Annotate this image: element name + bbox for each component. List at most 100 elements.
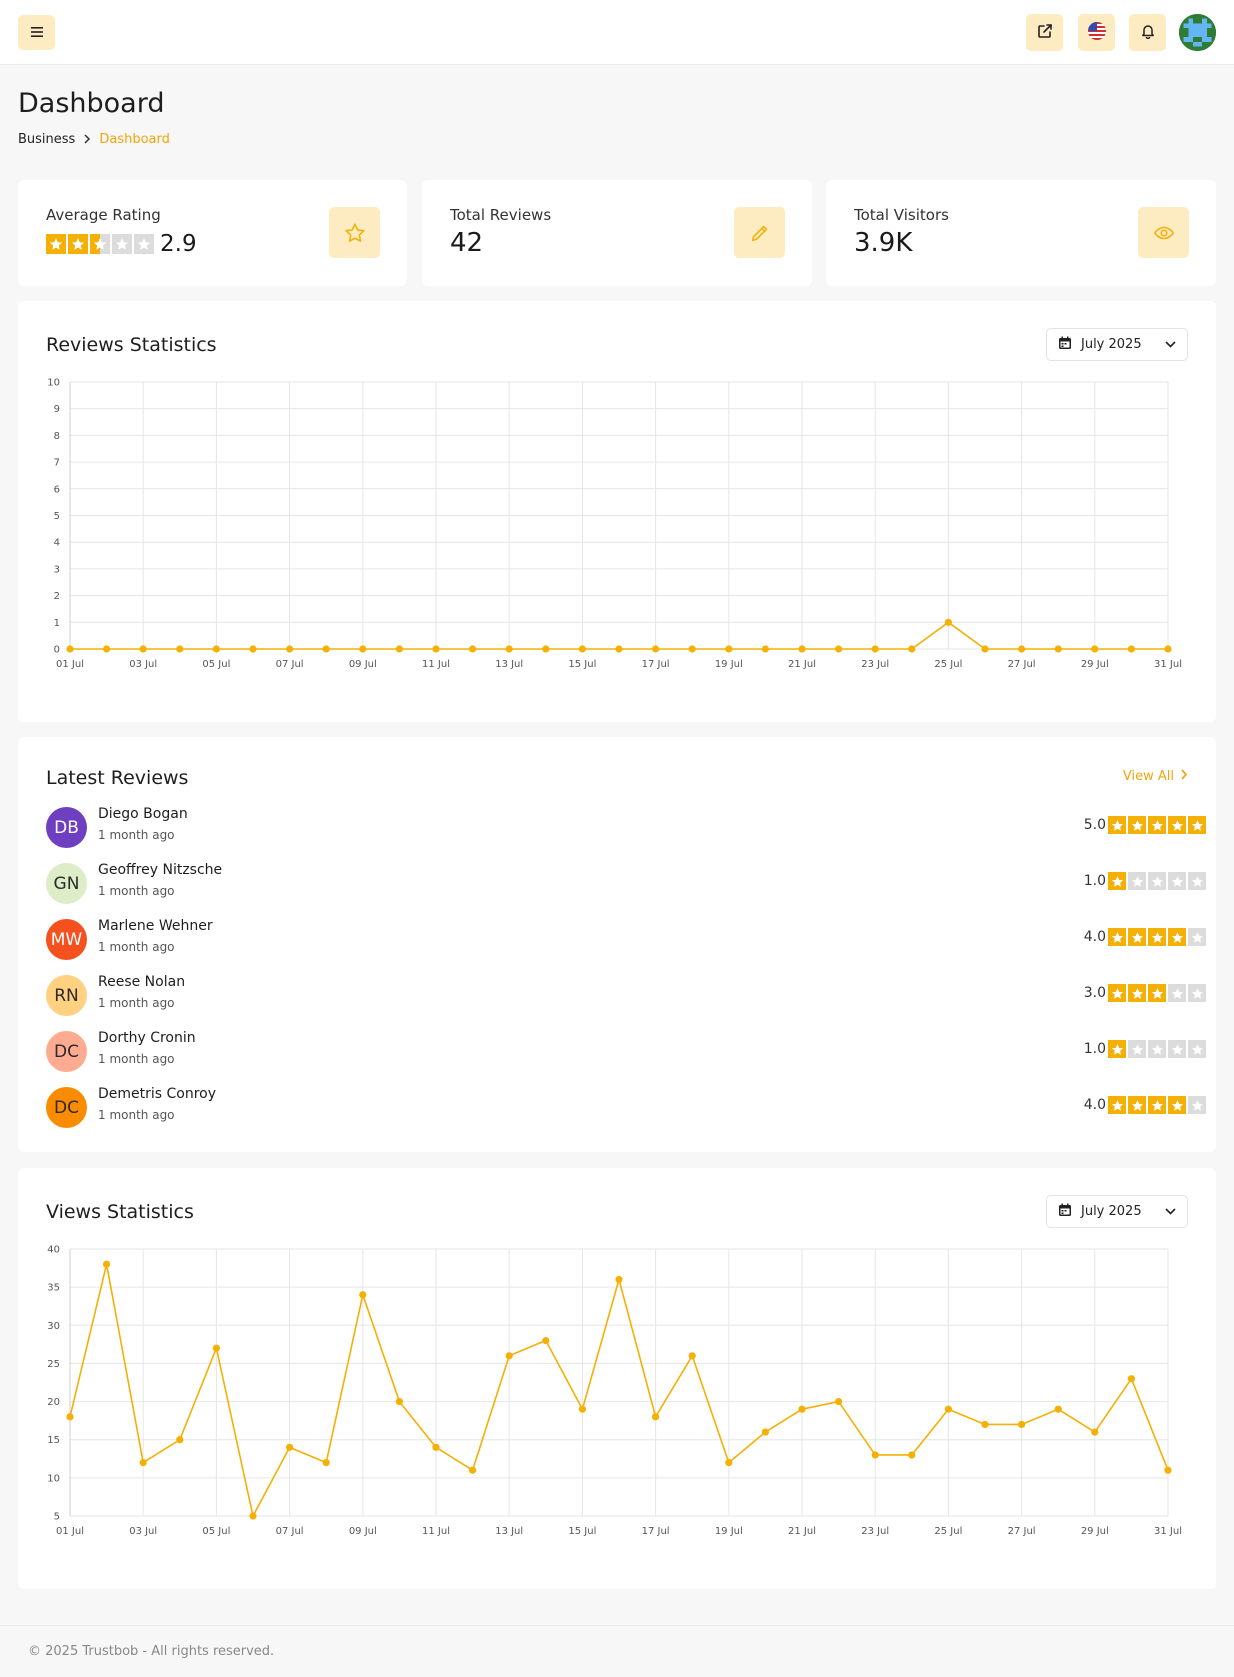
data-point[interactable]	[359, 645, 367, 653]
data-point[interactable]	[505, 645, 513, 653]
x-tick-label: 05 Jul	[202, 1526, 230, 1537]
data-point[interactable]	[1164, 1466, 1172, 1474]
star-empty-icon	[1168, 872, 1186, 890]
data-point[interactable]	[505, 1352, 513, 1360]
data-point[interactable]	[761, 1428, 770, 1436]
view-all-label: View All	[1122, 769, 1174, 784]
review-item[interactable]: DB Diego Bogan 1 month ago 5.0	[46, 805, 1206, 849]
data-point[interactable]	[835, 645, 843, 653]
data-point[interactable]	[395, 645, 403, 653]
data-point[interactable]	[432, 645, 440, 653]
star-icon	[1108, 872, 1126, 890]
data-point[interactable]	[176, 1436, 184, 1444]
star-empty-icon	[134, 234, 154, 254]
data-point[interactable]	[908, 1451, 916, 1459]
review-stars	[1108, 872, 1206, 890]
data-point[interactable]	[1127, 645, 1135, 653]
data-point[interactable]	[469, 645, 477, 653]
star-icon	[1188, 816, 1206, 834]
data-point[interactable]	[1127, 1375, 1135, 1383]
data-point[interactable]	[432, 1443, 440, 1451]
data-point[interactable]	[1054, 1405, 1062, 1413]
review-time: 1 month ago	[98, 828, 175, 842]
data-point[interactable]	[286, 645, 294, 653]
data-point[interactable]	[578, 645, 587, 653]
data-point[interactable]	[615, 645, 623, 653]
data-point[interactable]	[981, 645, 989, 653]
reviewer-name: Marlene Wehner	[98, 918, 213, 934]
top-bar	[0, 0, 1234, 65]
data-point[interactable]	[66, 645, 74, 653]
data-point[interactable]	[1018, 645, 1026, 653]
data-point[interactable]	[688, 645, 696, 653]
data-point[interactable]	[176, 645, 184, 653]
data-point[interactable]	[359, 1291, 367, 1299]
x-tick-label: 17 Jul	[642, 1526, 670, 1537]
data-point[interactable]	[212, 645, 220, 653]
data-point[interactable]	[139, 1459, 147, 1467]
data-point[interactable]	[542, 645, 550, 653]
data-point[interactable]	[871, 645, 879, 653]
data-point[interactable]	[249, 645, 257, 653]
reviews-month-select[interactable]: July 2025	[1046, 328, 1188, 361]
review-item[interactable]: DC Demetris Conroy 1 month ago 4.0	[46, 1085, 1206, 1129]
data-point[interactable]	[835, 1397, 843, 1406]
data-point[interactable]	[139, 645, 147, 653]
open-site-button[interactable]	[1026, 14, 1063, 51]
x-tick-label: 09 Jul	[349, 659, 377, 670]
data-point[interactable]	[615, 1275, 623, 1284]
y-tick-label: 0	[54, 645, 60, 656]
user-avatar[interactable]	[1179, 14, 1216, 51]
review-item[interactable]: MW Marlene Wehner 1 month ago 4.0	[46, 917, 1206, 961]
data-point[interactable]	[725, 1459, 733, 1467]
star-icon	[1148, 984, 1166, 1002]
data-point[interactable]	[981, 1420, 989, 1429]
reviewer-avatar: GN	[46, 863, 87, 904]
data-point[interactable]	[688, 1352, 696, 1360]
data-point[interactable]	[469, 1466, 477, 1474]
y-tick-label: 15	[47, 1435, 60, 1446]
view-all-link[interactable]: View All	[1123, 769, 1188, 784]
data-point[interactable]	[798, 1405, 806, 1413]
data-point[interactable]	[1054, 645, 1062, 653]
data-point[interactable]	[761, 645, 770, 653]
breadcrumb-parent-link[interactable]: Business	[18, 132, 76, 147]
menu-toggle-button[interactable]	[18, 15, 55, 50]
data-point[interactable]	[944, 1405, 953, 1413]
data-point[interactable]	[1164, 645, 1172, 653]
star-icon	[1168, 816, 1186, 834]
data-point[interactable]	[103, 1260, 111, 1268]
data-point[interactable]	[578, 1405, 587, 1413]
data-point[interactable]	[322, 645, 330, 653]
x-tick-label: 21 Jul	[788, 659, 816, 670]
data-point[interactable]	[1091, 645, 1099, 653]
data-point[interactable]	[322, 1459, 330, 1467]
data-point[interactable]	[249, 1512, 257, 1520]
data-point[interactable]	[395, 1397, 403, 1406]
data-point[interactable]	[542, 1336, 550, 1345]
review-item[interactable]: GN Geoffrey Nitzsche 1 month ago 1.0	[46, 861, 1206, 905]
data-point[interactable]	[212, 1344, 220, 1352]
data-point[interactable]	[944, 618, 953, 626]
data-point[interactable]	[652, 645, 660, 653]
views-month-select[interactable]: July 2025	[1046, 1195, 1188, 1228]
data-point[interactable]	[66, 1413, 74, 1421]
data-point[interactable]	[652, 1413, 660, 1421]
data-point[interactable]	[1018, 1420, 1026, 1429]
language-button[interactable]	[1078, 14, 1115, 51]
review-item[interactable]: DC Dorthy Cronin 1 month ago 1.0	[46, 1029, 1206, 1073]
data-point[interactable]	[103, 645, 111, 653]
review-item[interactable]: RN Reese Nolan 1 month ago 3.0	[46, 973, 1206, 1017]
reviewer-name: Geoffrey Nitzsche	[98, 862, 223, 878]
review-stars	[1108, 1040, 1206, 1058]
notifications-button[interactable]	[1129, 14, 1166, 51]
star-empty-icon	[1188, 1096, 1206, 1114]
review-time: 1 month ago	[98, 1052, 175, 1066]
data-point[interactable]	[798, 645, 806, 653]
data-point[interactable]	[871, 1451, 879, 1459]
x-tick-label: 19 Jul	[715, 659, 743, 670]
data-point[interactable]	[286, 1443, 294, 1451]
data-point[interactable]	[1091, 1428, 1099, 1436]
data-point[interactable]	[908, 645, 916, 653]
data-point[interactable]	[725, 645, 733, 653]
